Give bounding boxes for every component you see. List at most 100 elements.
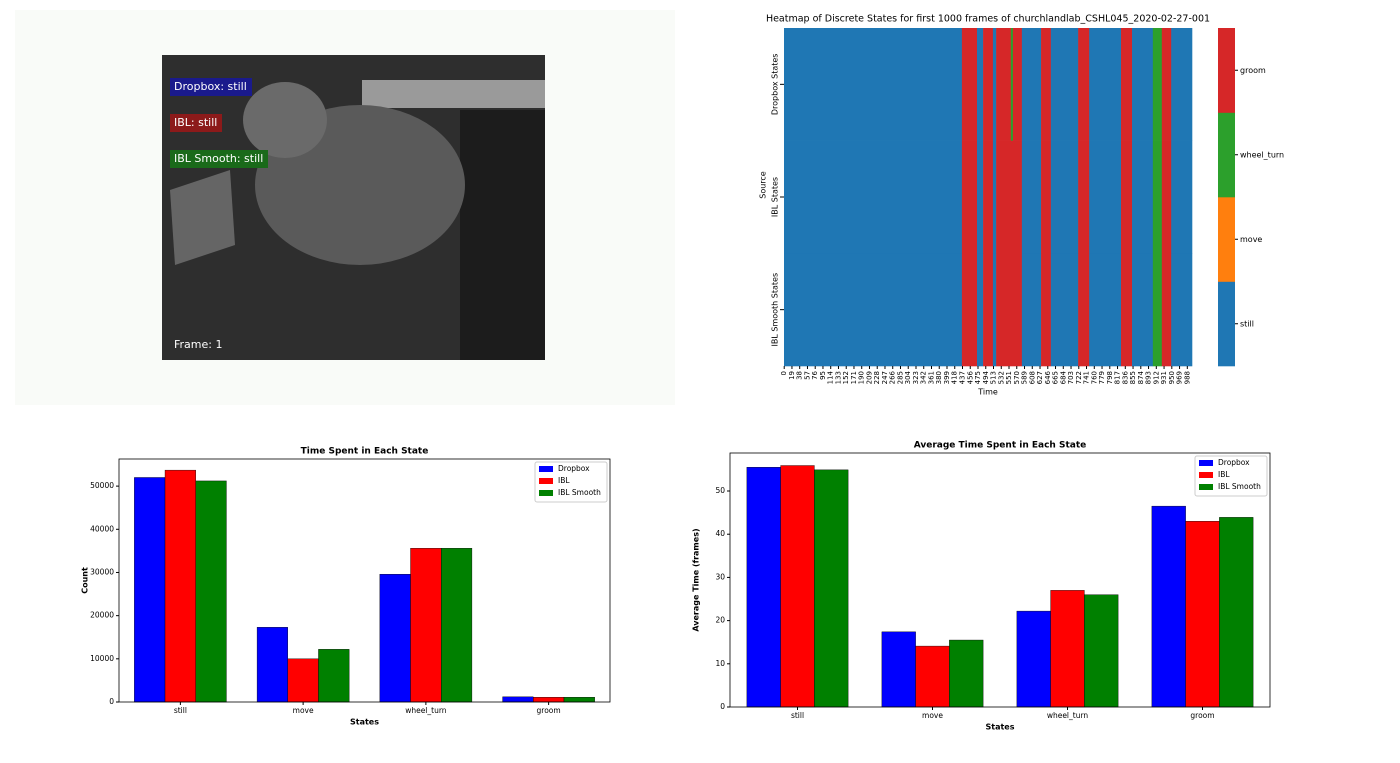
overlay-ibl-smooth: IBL Smooth: still <box>174 152 263 165</box>
x-tick-label: 399 <box>943 371 951 384</box>
x-tick-label: 722 <box>1075 371 1083 384</box>
colorbar-segment <box>1218 281 1235 367</box>
x-tick-label: 323 <box>912 371 920 384</box>
y-tick-label: 50000 <box>90 481 114 490</box>
x-tick-label: wheel_turn <box>1047 711 1089 720</box>
bar <box>814 469 849 708</box>
x-tick-label: 247 <box>881 371 889 384</box>
x-tick-label: 665 <box>1052 371 1060 384</box>
x-tick-label: 703 <box>1067 371 1075 384</box>
x-tick-label: 133 <box>834 371 842 384</box>
heat-cell <box>1078 140 1090 254</box>
y-tick-label: 50 <box>715 486 725 495</box>
heat-cell <box>1161 140 1172 254</box>
heat-cell <box>1132 140 1154 254</box>
y-tick-label: 10000 <box>90 654 114 663</box>
x-axis-label: States <box>350 718 379 727</box>
x-tick-label: move <box>922 711 943 720</box>
x-tick-label: 760 <box>1090 371 1098 384</box>
y-axis-label: Source <box>759 171 768 199</box>
heat-cell <box>996 28 1012 141</box>
bar <box>780 465 815 708</box>
heat-cell <box>1171 28 1193 141</box>
bar <box>1151 505 1186 708</box>
x-tick-label: 38 <box>796 371 804 380</box>
frame-counter: Frame: 1 <box>174 338 222 351</box>
y-tick-label: 40000 <box>90 524 114 533</box>
heat-cell <box>996 253 1023 367</box>
colorbar-label: groom <box>1240 66 1266 75</box>
heat-cell <box>983 253 994 367</box>
heat-cell <box>1152 140 1163 254</box>
x-axis-label: States <box>986 723 1015 732</box>
colorbar-label: wheel_turn <box>1240 150 1284 159</box>
bar <box>915 645 950 708</box>
legend-swatch <box>1199 484 1213 490</box>
x-tick-label: 627 <box>1036 371 1044 384</box>
heat-cell <box>1121 28 1133 141</box>
heat-cell <box>1132 253 1154 367</box>
heat-cell <box>1089 28 1122 141</box>
x-tick-label: 437 <box>959 371 967 384</box>
heat-cell <box>976 253 984 367</box>
x-tick-label: 646 <box>1044 370 1052 384</box>
x-tick-label: 874 <box>1137 370 1145 384</box>
apparatus <box>460 110 545 360</box>
x-tick-label: 532 <box>997 371 1005 384</box>
axes-frame <box>118 458 611 703</box>
legend-label: IBL Smooth <box>558 488 601 497</box>
spout <box>170 170 235 265</box>
x-tick-label: 855 <box>1129 371 1137 384</box>
x-tick-label: 95 <box>819 371 827 380</box>
bar <box>441 548 473 703</box>
colorbar-label: move <box>1240 235 1262 244</box>
bar <box>410 548 442 703</box>
bar <box>533 697 565 703</box>
heat-cell <box>1041 28 1052 141</box>
overlay-ibl: IBL: still <box>174 116 217 129</box>
bar <box>1084 594 1119 708</box>
heat-cell <box>1041 140 1052 254</box>
x-tick-label: 361 <box>927 371 935 384</box>
heat-cell <box>1050 253 1079 367</box>
heat-cell <box>1132 28 1154 141</box>
x-tick-label: move <box>293 706 314 715</box>
y-axis-label: Average Time (frames) <box>692 528 701 631</box>
heat-cell <box>1050 140 1079 254</box>
heat-cell <box>1050 28 1079 141</box>
x-tick-label: 228 <box>873 371 881 384</box>
x-tick-label: 836 <box>1121 370 1129 384</box>
x-tick-label: 456 <box>966 370 974 384</box>
bar <box>287 658 319 703</box>
y-tick-label: 30 <box>715 572 725 581</box>
x-tick-label: 380 <box>935 371 943 384</box>
x-tick-label: 684 <box>1059 370 1067 384</box>
heat-cell <box>1171 253 1193 367</box>
bar <box>563 697 595 703</box>
legend-swatch <box>539 490 553 496</box>
heat-cell <box>992 28 997 141</box>
x-tick-label: 570 <box>1013 371 1021 384</box>
heat-cell <box>1161 253 1172 367</box>
row-label: IBL States <box>771 177 780 217</box>
x-tick-label: still <box>791 711 804 720</box>
x-tick-label: 950 <box>1168 371 1176 384</box>
heat-cell <box>961 140 978 254</box>
legend-swatch <box>1199 460 1213 466</box>
colorbar-label: still <box>1240 319 1254 328</box>
legend-label: IBL Smooth <box>1218 482 1261 491</box>
heat-cell <box>1041 253 1052 367</box>
x-tick-label: still <box>174 706 187 715</box>
heat-cell <box>1012 28 1023 141</box>
bar <box>256 627 288 703</box>
y-tick-label: 20 <box>715 616 725 625</box>
x-tick-label: 0 <box>780 371 788 375</box>
legend-swatch <box>1199 472 1213 478</box>
y-tick-label: 30000 <box>90 567 114 576</box>
bar <box>502 696 534 703</box>
heat-cell <box>1078 28 1090 141</box>
heat-cell <box>1121 253 1133 367</box>
heat-cell <box>1171 140 1193 254</box>
rat-head <box>243 82 327 158</box>
